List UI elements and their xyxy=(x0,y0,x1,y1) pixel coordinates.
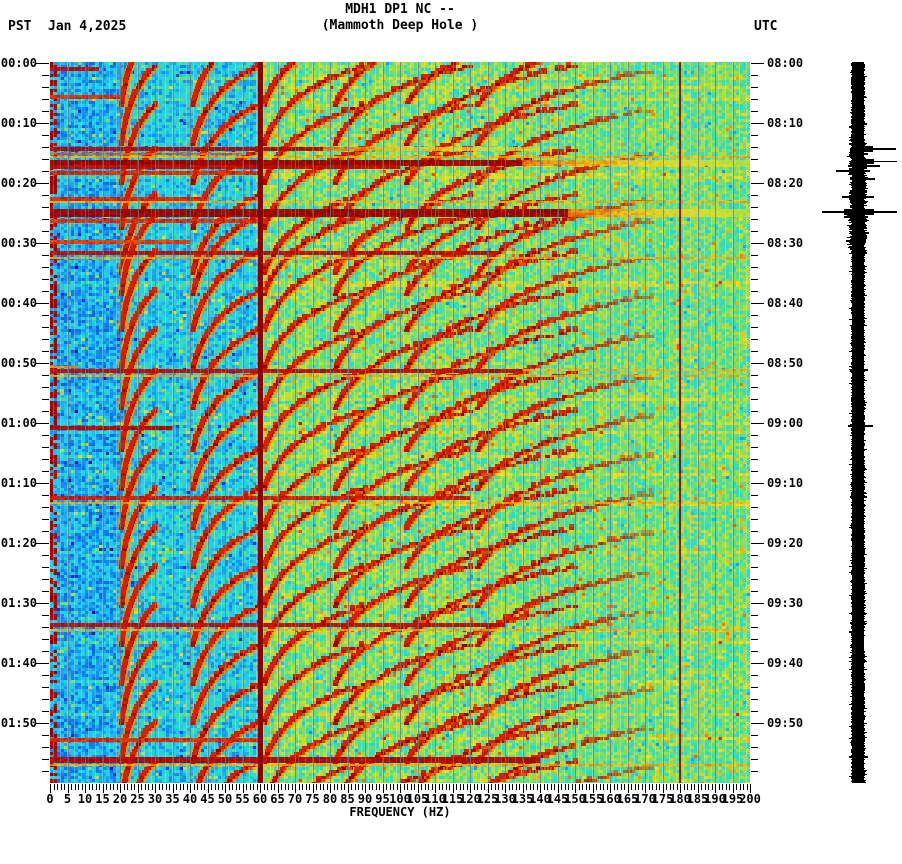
time-tick-label-right: 09:30 xyxy=(767,596,804,610)
time-tick-label-right: 08:00 xyxy=(767,56,804,70)
freq-tick-label: 130 xyxy=(494,792,516,806)
time-tick-label-left: 01:30 xyxy=(0,596,37,610)
time-tick-label-left: 01:40 xyxy=(0,656,37,670)
freq-tick-label: 120 xyxy=(459,792,481,806)
time-tick-label-left: 00:00 xyxy=(0,56,37,70)
time-tick-label-right: 08:20 xyxy=(767,176,804,190)
page-subtitle: (Mammoth Deep Hole ) xyxy=(321,18,479,33)
freq-tick-label: 140 xyxy=(529,792,551,806)
freq-tick-label: 195 xyxy=(721,792,744,806)
freq-tick-label: 0 xyxy=(46,792,54,806)
time-tick-label-right: 09:20 xyxy=(767,536,804,550)
time-tick-label-left: 01:00 xyxy=(0,416,37,430)
time-tick-label-right: 09:10 xyxy=(767,476,804,490)
freq-tick-label: 170 xyxy=(634,792,656,806)
freq-tick-label: 40 xyxy=(182,792,198,806)
freq-tick-label: 45 xyxy=(200,792,215,806)
time-tick-label-right: 08:10 xyxy=(767,116,804,130)
freq-tick-label: 155 xyxy=(581,792,604,806)
freq-tick-label: 200 xyxy=(739,792,761,806)
freq-tick-label: 105 xyxy=(406,792,429,806)
time-tick-label-right: 09:00 xyxy=(767,416,804,430)
timezone-left-label: PST xyxy=(8,19,32,34)
time-tick-label-left: 00:50 xyxy=(0,356,37,370)
time-tick-label-left: 00:30 xyxy=(0,236,37,250)
time-tick-label-left: 00:10 xyxy=(0,116,37,130)
freq-tick-label: 65 xyxy=(270,792,285,806)
time-tick-label-right: 09:50 xyxy=(767,716,804,730)
freq-tick-label: 165 xyxy=(616,792,639,806)
spectrogram-heatmap xyxy=(50,62,750,783)
time-tick-label-left: 01:10 xyxy=(0,476,37,490)
date-label: Jan 4,2025 xyxy=(48,19,127,34)
time-tick-label-left: 01:20 xyxy=(0,536,37,550)
freq-tick-label: 190 xyxy=(704,792,726,806)
freq-tick-label: 50 xyxy=(217,792,233,806)
freq-tick-label: 110 xyxy=(424,792,446,806)
time-tick-label-right: 08:40 xyxy=(767,296,804,310)
freq-tick-label: 15 xyxy=(95,792,110,806)
freq-tick-label: 80 xyxy=(322,792,338,806)
time-tick-label-right: 08:30 xyxy=(767,236,804,250)
time-tick-label-left: 00:20 xyxy=(0,176,37,190)
freq-tick-label: 95 xyxy=(375,792,390,806)
freq-tick-label: 30 xyxy=(147,792,163,806)
x-axis-title: FREQUENCY (HZ) xyxy=(349,805,451,819)
freq-tick-label: 175 xyxy=(651,792,674,806)
freq-tick-label: 70 xyxy=(287,792,303,806)
time-tick-label-right: 08:50 xyxy=(767,356,804,370)
freq-tick-label: 60 xyxy=(252,792,268,806)
freq-tick-label: 20 xyxy=(112,792,128,806)
freq-tick-label: 145 xyxy=(546,792,569,806)
freq-tick-label: 55 xyxy=(235,792,250,806)
freq-tick-label: 115 xyxy=(441,792,464,806)
time-tick-label-left: 01:50 xyxy=(0,716,37,730)
freq-tick-label: 135 xyxy=(511,792,534,806)
freq-tick-label: 10 xyxy=(77,792,93,806)
timezone-right-label: UTC xyxy=(754,19,778,34)
freq-tick-label: 185 xyxy=(686,792,709,806)
freq-tick-label: 85 xyxy=(340,792,355,806)
freq-tick-label: 150 xyxy=(564,792,586,806)
freq-tick-label: 160 xyxy=(599,792,621,806)
freq-tick-label: 125 xyxy=(476,792,499,806)
freq-tick-label: 180 xyxy=(669,792,691,806)
freq-tick-label: 100 xyxy=(389,792,411,806)
page-title: MDH1 DP1 NC -- xyxy=(345,2,455,17)
time-tick-label-left: 00:40 xyxy=(0,296,37,310)
freq-tick-label: 90 xyxy=(357,792,373,806)
freq-tick-label: 5 xyxy=(63,792,72,806)
freq-tick-label: 75 xyxy=(305,792,320,806)
freq-tick-label: 25 xyxy=(130,792,145,806)
time-tick-label-right: 09:40 xyxy=(767,656,804,670)
seismogram-trace xyxy=(810,62,902,783)
freq-tick-label: 35 xyxy=(165,792,180,806)
